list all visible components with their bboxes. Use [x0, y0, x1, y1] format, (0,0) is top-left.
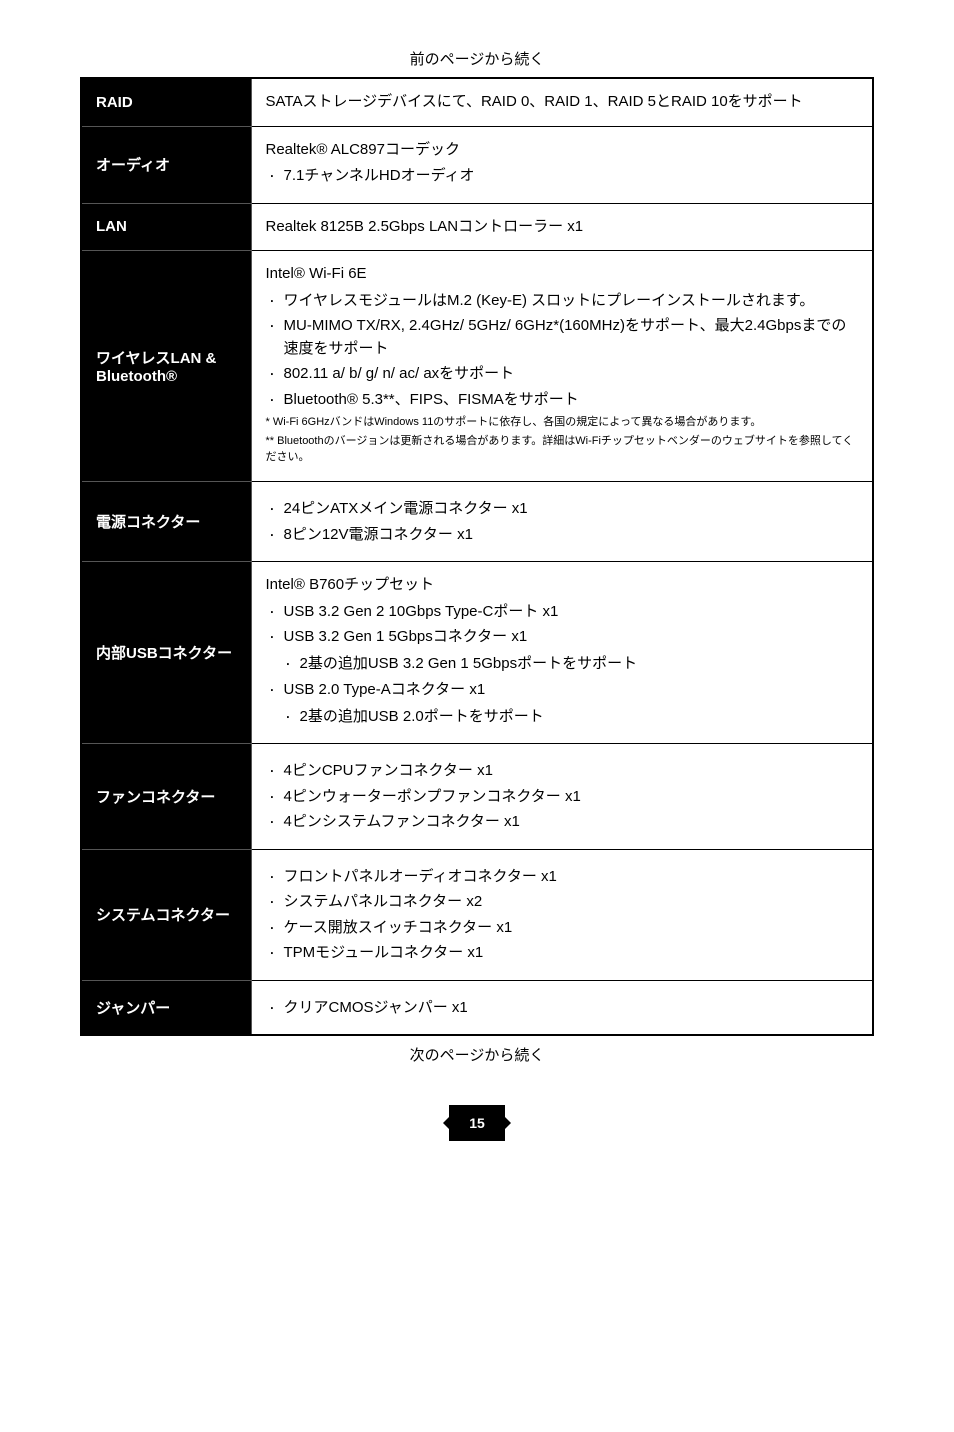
row-content-fan: 4ピンCPUファンコネクター x1 4ピンウォーターポンプファンコネクター x1… — [251, 744, 873, 850]
list-item: USB 3.2 Gen 2 10Gbps Type-Cポート x1 — [266, 601, 859, 624]
row-content-power: 24ピンATXメイン電源コネクター x1 8ピン12V電源コネクター x1 — [251, 482, 873, 562]
row-label-usb: 内部USBコネクター — [81, 562, 251, 744]
row-content-usb: Intel® B760チップセット USB 3.2 Gen 2 10Gbps T… — [251, 562, 873, 744]
row-content-jumper: クリアCMOSジャンパー x1 — [251, 980, 873, 1035]
row-label-jumper: ジャンパー — [81, 980, 251, 1035]
list-item: USB 2.0 Type-Aコネクター x1 — [266, 679, 859, 702]
power-bullets: 24ピンATXメイン電源コネクター x1 8ピン12V電源コネクター x1 — [266, 498, 859, 546]
wireless-heading: Intel® Wi-Fi 6E — [266, 263, 859, 286]
table-row: LAN Realtek 8125B 2.5Gbps LANコントローラー x1 — [81, 203, 873, 251]
row-content-raid: SATAストレージデバイスにて、RAID 0、RAID 1、RAID 5とRAI… — [251, 78, 873, 126]
row-label-system: システムコネクター — [81, 849, 251, 980]
row-label-audio: オーディオ — [81, 126, 251, 203]
row-content-wireless: Intel® Wi-Fi 6E ワイヤレスモジュールはM.2 (Key-E) ス… — [251, 251, 873, 482]
row-label-wireless: ワイヤレスLAN & Bluetooth® — [81, 251, 251, 482]
list-item: ケース開放スイッチコネクター x1 — [266, 917, 859, 940]
row-content-system: フロントパネルオーディオコネクター x1 システムパネルコネクター x2 ケース… — [251, 849, 873, 980]
list-item: 8ピン12V電源コネクター x1 — [266, 524, 859, 547]
usb-sub-bullets-2: 2基の追加USB 2.0ポートをサポート — [266, 706, 859, 729]
list-item: 2基の追加USB 2.0ポートをサポート — [266, 706, 859, 729]
table-row: 内部USBコネクター Intel® B760チップセット USB 3.2 Gen… — [81, 562, 873, 744]
wireless-footnote-1: * Wi-Fi 6GHzバンドはWindows 11のサポートに依存し、各国の規… — [266, 415, 859, 430]
table-row: ジャンパー クリアCMOSジャンパー x1 — [81, 980, 873, 1035]
list-item: USB 3.2 Gen 1 5Gbpsコネクター x1 — [266, 626, 859, 649]
row-label-lan: LAN — [81, 203, 251, 251]
list-item: 4ピンCPUファンコネクター x1 — [266, 760, 859, 783]
spec-table: RAID SATAストレージデバイスにて、RAID 0、RAID 1、RAID … — [80, 77, 874, 1036]
list-item: 7.1チャンネルHDオーディオ — [266, 165, 859, 188]
usb-heading: Intel® B760チップセット — [266, 574, 859, 597]
list-item: ワイヤレスモジュールはM.2 (Key-E) スロットにプレーインストールされま… — [266, 290, 859, 313]
table-row: ファンコネクター 4ピンCPUファンコネクター x1 4ピンウォーターポンプファ… — [81, 744, 873, 850]
wireless-bullets: ワイヤレスモジュールはM.2 (Key-E) スロットにプレーインストールされま… — [266, 290, 859, 412]
list-item: 2基の追加USB 3.2 Gen 1 5Gbpsポートをサポート — [266, 653, 859, 676]
list-item: 4ピンシステムファンコネクター x1 — [266, 811, 859, 834]
table-row: 電源コネクター 24ピンATXメイン電源コネクター x1 8ピン12V電源コネク… — [81, 482, 873, 562]
usb-bullets: USB 3.2 Gen 2 10Gbps Type-Cポート x1 USB 3.… — [266, 601, 859, 649]
list-item: システムパネルコネクター x2 — [266, 891, 859, 914]
list-item: MU-MIMO TX/RX, 2.4GHz/ 5GHz/ 6GHz*(160MH… — [266, 315, 859, 360]
continued-from-caption: 前のページから続く — [80, 48, 874, 69]
row-label-power: 電源コネクター — [81, 482, 251, 562]
wireless-footnote-2: ** Bluetoothのバージョンは更新される場合があります。詳細はWi-Fi… — [266, 434, 859, 465]
audio-bullets: 7.1チャンネルHDオーディオ — [266, 165, 859, 188]
audio-heading: Realtek® ALC897コーデック — [266, 139, 859, 162]
list-item: Bluetooth® 5.3**、FIPS、FISMAをサポート — [266, 389, 859, 412]
continued-to-caption: 次のページから続く — [80, 1044, 874, 1065]
system-bullets: フロントパネルオーディオコネクター x1 システムパネルコネクター x2 ケース… — [266, 866, 859, 965]
list-item: フロントパネルオーディオコネクター x1 — [266, 866, 859, 889]
list-item: 24ピンATXメイン電源コネクター x1 — [266, 498, 859, 521]
table-row: RAID SATAストレージデバイスにて、RAID 0、RAID 1、RAID … — [81, 78, 873, 126]
page-number-badge: 15 — [449, 1105, 505, 1141]
usb-sub-bullets: 2基の追加USB 3.2 Gen 1 5Gbpsポートをサポート — [266, 653, 859, 676]
row-content-lan: Realtek 8125B 2.5Gbps LANコントローラー x1 — [251, 203, 873, 251]
list-item: 4ピンウォーターポンプファンコネクター x1 — [266, 786, 859, 809]
table-row: ワイヤレスLAN & Bluetooth® Intel® Wi-Fi 6E ワイ… — [81, 251, 873, 482]
table-row: オーディオ Realtek® ALC897コーデック 7.1チャンネルHDオーデ… — [81, 126, 873, 203]
table-row: システムコネクター フロントパネルオーディオコネクター x1 システムパネルコネ… — [81, 849, 873, 980]
list-item: TPMモジュールコネクター x1 — [266, 942, 859, 965]
list-item: クリアCMOSジャンパー x1 — [266, 997, 859, 1020]
list-item: 802.11 a/ b/ g/ n/ ac/ axをサポート — [266, 363, 859, 386]
jumper-bullets: クリアCMOSジャンパー x1 — [266, 997, 859, 1020]
row-content-audio: Realtek® ALC897コーデック 7.1チャンネルHDオーディオ — [251, 126, 873, 203]
fan-bullets: 4ピンCPUファンコネクター x1 4ピンウォーターポンプファンコネクター x1… — [266, 760, 859, 834]
usb-bullets-2: USB 2.0 Type-Aコネクター x1 — [266, 679, 859, 702]
row-label-raid: RAID — [81, 78, 251, 126]
row-label-fan: ファンコネクター — [81, 744, 251, 850]
page-footer: 15 — [80, 1105, 874, 1141]
